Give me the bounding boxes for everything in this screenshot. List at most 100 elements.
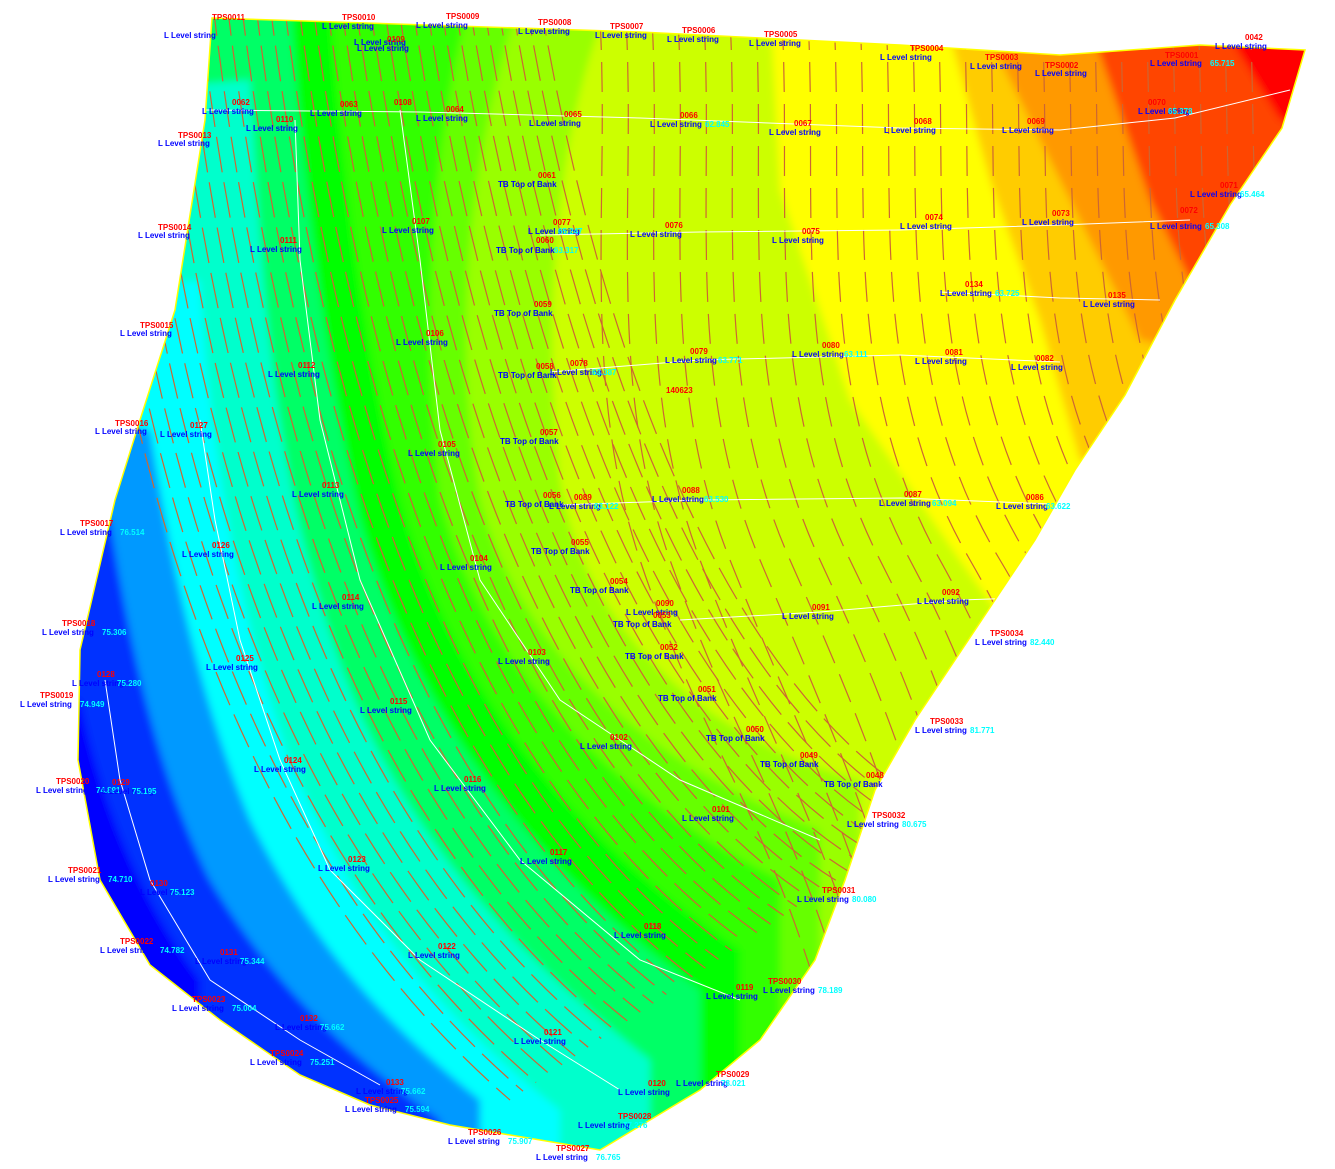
survey-string-line bbox=[939, 291, 1161, 301]
point-value: 74.710 bbox=[108, 875, 133, 884]
point-string: L Level string bbox=[595, 31, 647, 40]
contour-line bbox=[311, 18, 732, 952]
contour-line bbox=[510, 18, 915, 829]
point-string: L Level string bbox=[580, 742, 632, 751]
point-name: 0108 bbox=[394, 98, 412, 107]
point-string: L Level string bbox=[440, 563, 492, 572]
point-string: L Level string bbox=[318, 864, 370, 873]
point-name: TPS0019 bbox=[40, 691, 74, 700]
point-name: TPS0025 bbox=[365, 1096, 399, 1105]
survey-string-line bbox=[549, 354, 1061, 373]
point-string: TB Top of Bank bbox=[496, 246, 555, 255]
point-name: 0092 bbox=[942, 588, 960, 597]
point-string: L Level string bbox=[879, 499, 931, 508]
point-string: L Level string bbox=[138, 231, 190, 240]
contour-line bbox=[1249, 19, 1305, 1001]
point-string: L Level string bbox=[158, 139, 210, 148]
point-name: TPS0018 bbox=[62, 619, 96, 628]
contour-line bbox=[439, 18, 850, 873]
point-value: 63.317 bbox=[554, 246, 579, 255]
point-string: L Level string bbox=[448, 1137, 500, 1146]
point-value: 63.111 bbox=[844, 350, 868, 359]
point-string: L Level string bbox=[650, 120, 702, 129]
point-value: 82.440 bbox=[1030, 638, 1055, 647]
point-name: 0134 bbox=[965, 280, 983, 289]
point-string: L Level string bbox=[42, 628, 94, 637]
point-string: L Level string bbox=[72, 679, 124, 688]
survey-string-line bbox=[294, 119, 741, 1001]
point-name: TPS0004 bbox=[910, 44, 944, 53]
site-boundary bbox=[77, 17, 1306, 1151]
point-name: 0115 bbox=[390, 697, 408, 706]
point-name: TPS0013 bbox=[178, 131, 212, 140]
point-name: 0057 bbox=[540, 428, 558, 437]
point-string: L Level string bbox=[970, 62, 1022, 71]
point-value: 75.344 bbox=[240, 957, 265, 966]
point-string: TB Top of Bank bbox=[760, 760, 819, 769]
point-name: 0128 bbox=[97, 670, 115, 679]
point-string: TB Top of Bank bbox=[706, 734, 765, 743]
survey-string-line bbox=[204, 89, 1291, 131]
point-value: 74.949 bbox=[80, 700, 105, 709]
point-string: L Level string bbox=[250, 245, 302, 254]
point-string: TB Top of Bank bbox=[625, 652, 684, 661]
point-value: 74.782 bbox=[160, 946, 185, 955]
point-string: L Level string bbox=[356, 1087, 408, 1096]
point-name: 0125 bbox=[236, 654, 254, 663]
point-name: 0090 bbox=[656, 599, 674, 608]
point-name: TPS0022 bbox=[120, 937, 154, 946]
point-value: 63.122 bbox=[594, 502, 619, 511]
point-name: TPS0032 bbox=[872, 811, 906, 820]
point-name: 0132 bbox=[300, 1014, 318, 1023]
point-string: L Level string bbox=[416, 114, 468, 123]
point-string: L Level string bbox=[915, 726, 967, 735]
point-name: 0054 bbox=[610, 577, 628, 586]
survey-string-line bbox=[199, 419, 621, 1091]
point-value: 63.771 bbox=[718, 356, 743, 365]
point-name: TPS0010 bbox=[342, 13, 376, 22]
point-name: 0075 bbox=[802, 227, 820, 236]
point-string: TB Top of Bank bbox=[505, 500, 564, 509]
point-name: 0127 bbox=[190, 421, 208, 430]
point-string: L Level string bbox=[1150, 222, 1202, 231]
point-string: L Level string bbox=[749, 39, 801, 48]
point-string: L Level string bbox=[408, 449, 460, 458]
contour-line bbox=[453, 18, 863, 864]
contour-line bbox=[183, 18, 615, 1031]
point-string: L Level string bbox=[626, 608, 678, 617]
